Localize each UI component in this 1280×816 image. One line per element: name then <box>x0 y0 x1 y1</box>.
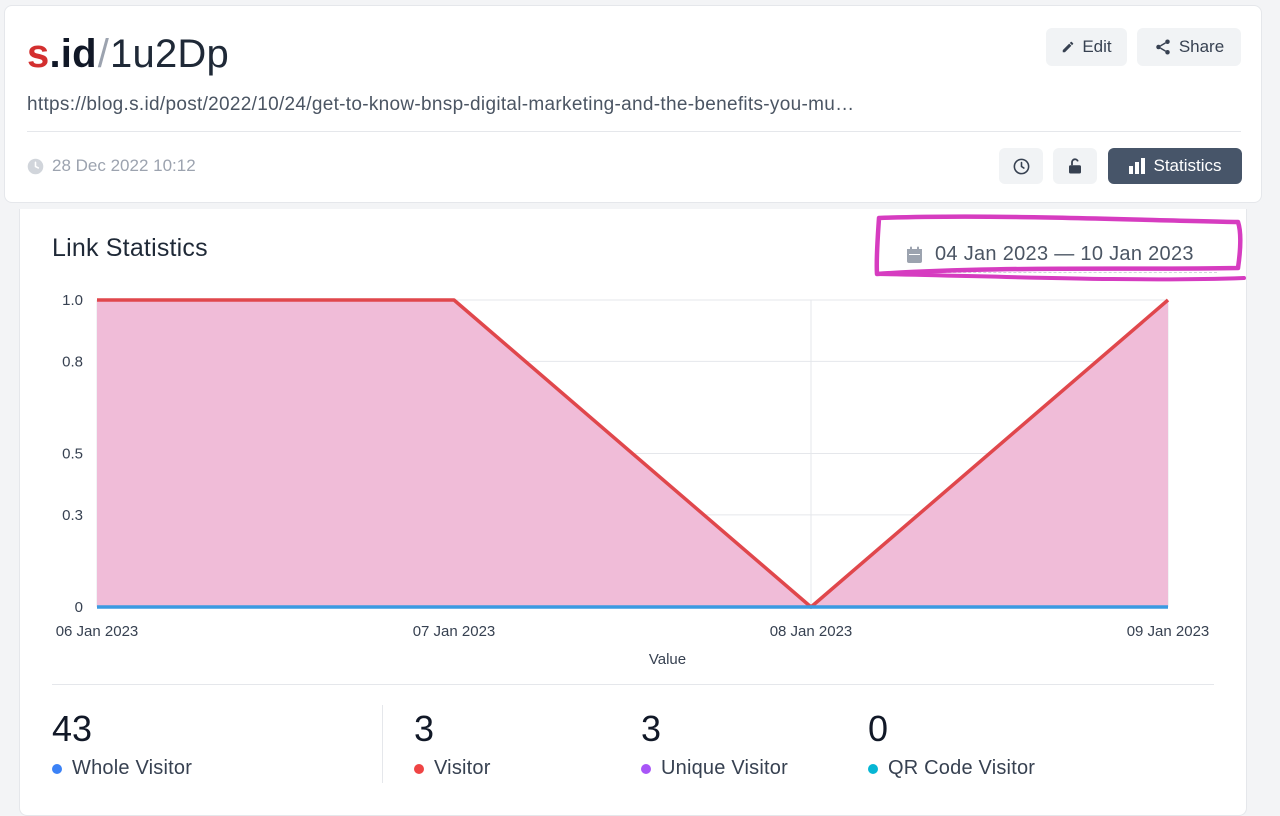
line-chart: 0 0.3 0.5 0.8 1.0 06 Jan 2023 07 Jan 2023 08 Ja… <box>56 292 1210 668</box>
metric-visitor: 3 Visitor <box>414 709 491 780</box>
metric-label: QR Code Visitor <box>888 757 1036 779</box>
y-tick-label: 0.3 <box>62 507 83 524</box>
metric-label: Visitor <box>434 757 491 779</box>
metric-label: Unique Visitor <box>661 757 788 779</box>
share-button[interactable]: Share <box>1137 28 1241 66</box>
divider <box>52 684 1214 685</box>
legend-dot <box>414 763 424 774</box>
history-icon <box>1013 158 1029 174</box>
created-date-text: 28 Dec 2022 10:12 <box>52 156 196 175</box>
brand-s: s <box>27 32 50 76</box>
x-tick-label: 08 Jan 2023 <box>770 623 853 640</box>
y-tick-label: 1.0 <box>62 292 83 309</box>
edit-label: Edit <box>1082 37 1112 56</box>
y-tick-label: 0.5 <box>62 446 83 463</box>
bar-chart-icon <box>1129 158 1146 174</box>
divider <box>27 131 1241 132</box>
metric-value: 0 <box>868 708 889 749</box>
created-date: 28 Dec 2022 10:12 <box>27 156 196 176</box>
statistics-button[interactable]: Statistics <box>1108 148 1242 184</box>
pencil-icon <box>1063 41 1074 53</box>
edit-button[interactable]: Edit <box>1046 28 1127 66</box>
metric-value: 3 <box>414 708 435 749</box>
short-code: 1u2Dp <box>110 32 229 76</box>
legend-dot <box>52 763 62 774</box>
statistics-label: Statistics <box>1153 156 1222 175</box>
x-tick-label: 09 Jan 2023 <box>1127 623 1210 640</box>
metric-value: 3 <box>641 708 662 749</box>
share-label: Share <box>1178 37 1225 56</box>
series-line-visitor <box>97 298 1170 609</box>
link-card: s.id/1u2Dp Edit Share https://blog.s.id/… <box>4 5 1262 203</box>
long-url[interactable]: https://blog.s.id/post/2022/10/24/get-to… <box>27 94 855 115</box>
title-slash: / <box>97 32 110 76</box>
divider <box>382 705 383 783</box>
y-tick-label: 0 <box>75 599 83 616</box>
brand-id: .id <box>49 32 97 76</box>
x-tick-label: 06 Jan 2023 <box>56 623 139 640</box>
share-icon <box>1156 39 1170 55</box>
x-tick-label: 07 Jan 2023 <box>413 623 496 640</box>
metric-value: 43 <box>52 708 93 749</box>
statistics-card: Link Statistics 04 Jan 2023 — 10 Jan 202… <box>19 209 1247 816</box>
x-axis-label: Value <box>649 651 686 668</box>
stats-title: Link Statistics <box>52 234 208 262</box>
legend-dot <box>641 763 651 774</box>
clock-icon <box>27 158 44 174</box>
y-tick-label: 0.8 <box>62 353 83 370</box>
legend-dot <box>868 763 878 774</box>
short-link-title: s.id/1u2Dp <box>27 32 229 76</box>
lock-button[interactable] <box>1053 148 1097 184</box>
metric-qr-code-visitor: 0 QR Code Visitor <box>868 709 1035 780</box>
unlock-icon <box>1069 158 1081 174</box>
metric-unique-visitor: 3 Unique Visitor <box>641 709 788 780</box>
history-button[interactable] <box>999 148 1043 184</box>
metric-label: Whole Visitor <box>72 757 193 779</box>
metric-whole-visitor: 43 Whole Visitor <box>52 709 192 780</box>
